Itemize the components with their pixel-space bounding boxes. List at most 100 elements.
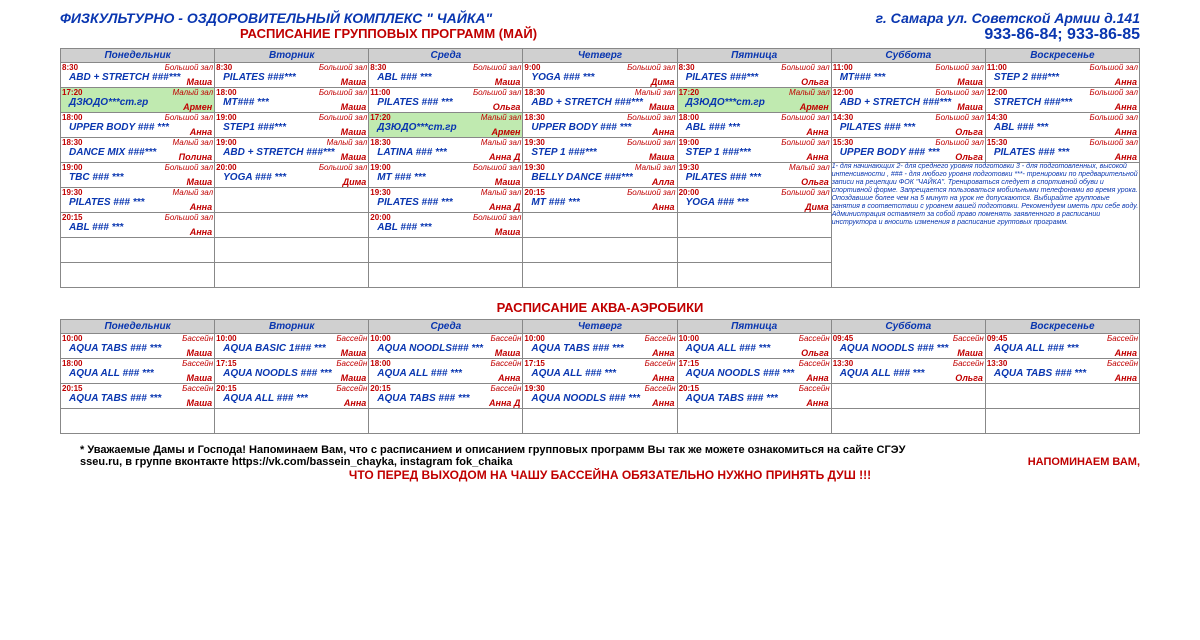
- cell-room: Бассейн: [182, 334, 213, 343]
- cell-room: Бассейн: [1107, 334, 1138, 343]
- cell-time: 10:00: [679, 334, 699, 343]
- cell-room: Бассейн: [799, 384, 830, 393]
- cell-room: Большой зал: [781, 63, 829, 72]
- schedule-cell: 20:00Большой залABL ### ***Маша: [369, 213, 522, 237]
- cell-room: Большой зал: [781, 113, 829, 122]
- table-cell: 19:30БассейнAQUA NOODLS ### ***Анна: [523, 384, 677, 409]
- cell-room: Большой зал: [781, 188, 829, 197]
- table-cell: 17:20Малый залДЗЮДО***ст.грАрмен: [369, 113, 523, 138]
- schedule-cell: [678, 238, 831, 262]
- cell-time: 09:45: [987, 334, 1007, 343]
- cell-trainer: Маша: [341, 373, 367, 383]
- cell-trainer: Маша: [495, 227, 521, 237]
- cell-room: Бассейн: [953, 359, 984, 368]
- table-cell: [677, 409, 831, 434]
- schedule-cell: 11:00Большой залMT### ***Маша: [832, 63, 985, 87]
- cell-room: Малый зал: [172, 88, 213, 97]
- table-cell: 8:30Большой залABD + STRETCH ###***Маша: [61, 63, 215, 88]
- cell-room: Малый зал: [789, 88, 830, 97]
- cell-time: 18:30: [62, 138, 82, 147]
- table-cell: [61, 238, 215, 263]
- cell-trainer: Анна: [1115, 127, 1137, 137]
- table-cell: 18:30Малый залABD + STRETCH ###***Маша: [523, 88, 677, 113]
- cell-time: 19:30: [524, 384, 544, 393]
- table-cell: 19:30Малый залBELLY DANCE ###***Алла: [523, 163, 677, 188]
- table-cell: 17:20Малый залДЗЮДО***ст.грАрмен: [61, 88, 215, 113]
- cell-time: 18:00: [62, 113, 82, 122]
- table-cell: [677, 238, 831, 263]
- cell-trainer: Анна: [190, 127, 212, 137]
- cell-room: Бассейн: [645, 334, 676, 343]
- cell-trainer: Ольга: [955, 373, 983, 383]
- cell-time: 13:30: [987, 359, 1007, 368]
- table-cell: 20:15БассейнAQUA TABS ### ***Анна: [677, 384, 831, 409]
- cell-time: 11:00: [833, 63, 853, 72]
- cell-time: 18:00: [62, 359, 82, 368]
- cell-trainer: Ольга: [801, 177, 829, 187]
- schedule-cell: [61, 263, 214, 287]
- cell-time: 9:00: [524, 63, 540, 72]
- cell-trainer: Анна: [652, 202, 674, 212]
- table-cell: 11:00Большой залMT### ***Маша: [831, 63, 985, 88]
- schedule-cell: 17:20Малый залДЗЮДО***ст.грАрмен: [678, 88, 831, 112]
- cell-time: 12:00: [833, 88, 853, 97]
- schedule-cell: 19:30БассейнAQUA NOODLS ### ***Анна: [523, 384, 676, 408]
- cell-trainer: Анна: [806, 373, 828, 383]
- table-cell: 19:00Большой залSTEP1 ###***Маша: [215, 113, 369, 138]
- cell-trainer: Ольга: [955, 152, 983, 162]
- table-cell: 11:00Большой залSTEP 2 ###***Анна: [985, 63, 1139, 88]
- table-cell: 10:00БассейнAQUA ALL ### ***Ольга: [677, 334, 831, 359]
- schedule-cell: [215, 188, 368, 212]
- cell-time: 20:15: [524, 188, 544, 197]
- schedule-cell: 18:00Большой залABL ### ***Анна: [678, 113, 831, 137]
- cell-time: 20:15: [370, 384, 390, 393]
- cell-room: Большой зал: [473, 63, 521, 72]
- table-cell: [369, 238, 523, 263]
- cell-trainer: Анна Д: [489, 202, 520, 212]
- cell-trainer: Маша: [957, 102, 983, 112]
- schedule-cell: 18:00БассейнAQUA ALL ### ***Маша: [61, 359, 214, 383]
- cell-trainer: Маша: [957, 77, 983, 87]
- schedule-cell: [523, 213, 676, 237]
- cell-trainer: Ольга: [801, 348, 829, 358]
- schedule-cell: 20:15Большой залABL ### ***Анна: [61, 213, 214, 237]
- cell-room: Малый зал: [789, 163, 830, 172]
- table-cell: 15:30Большой залPILATES ### ***Анна: [985, 138, 1139, 163]
- cell-room: Бассейн: [182, 359, 213, 368]
- cell-trainer: Алла: [652, 177, 675, 187]
- table-cell: 20:15Большой залMT ### ***Анна: [523, 188, 677, 213]
- cell-time: 20:15: [679, 384, 699, 393]
- schedule-cell: [369, 263, 522, 287]
- schedule-cell: 14:30Большой залPILATES ### ***Ольга: [832, 113, 985, 137]
- schedule-cell: [678, 409, 831, 433]
- cell-time: 17:20: [370, 113, 390, 122]
- cell-trainer: Анна Д: [489, 398, 520, 408]
- cell-room: Бассейн: [490, 384, 521, 393]
- schedule-cell: 14:30Большой залABL ### ***Анна: [986, 113, 1139, 137]
- day-header: Суббота: [831, 320, 985, 334]
- table-cell: 8:30Большой залABL ### ***Маша: [369, 63, 523, 88]
- cell-room: Большой зал: [627, 113, 675, 122]
- table-cell: 17:15БассейнAQUA NOODLS ### ***Анна: [677, 359, 831, 384]
- schedule-cell: 18:00БассейнAQUA ALL ### ***Анна: [369, 359, 522, 383]
- cell-time: 19:00: [679, 138, 699, 147]
- cell-time: 19:30: [370, 188, 390, 197]
- table-cell: 18:00Большой залABL ### ***Анна: [677, 113, 831, 138]
- schedule-cell: 15:30Большой залPILATES ### ***Анна: [986, 138, 1139, 162]
- schedule-subtitle: РАСПИСАНИЕ ГРУППОВЫХ ПРОГРАММ (МАЙ): [240, 26, 537, 44]
- day-header: Понедельник: [61, 49, 215, 63]
- table-cell: [369, 409, 523, 434]
- table-cell: 09:45БассейнAQUA NOODLS ### ***Маша: [831, 334, 985, 359]
- table-cell: [215, 188, 369, 213]
- schedule-cell: [986, 409, 1139, 433]
- cell-room: Малый зал: [327, 138, 368, 147]
- cell-trainer: Анна: [1115, 373, 1137, 383]
- schedule-cell: 13:30БассейнAQUA TABS ### ***Анна: [986, 359, 1139, 383]
- schedule-cell: 19:30Малый залPILATES ### ***Анна Д: [369, 188, 522, 212]
- cell-trainer: Маша: [187, 77, 213, 87]
- schedule-cell: 18:30Большой залUPPER BODY ### ***Анна: [523, 113, 676, 137]
- schedule-cell: 12:00Большой залSTRETCH ###***Анна: [986, 88, 1139, 112]
- table-cell: 20:15БассейнAQUA ALL ### ***Анна: [215, 384, 369, 409]
- schedule-cell: [215, 409, 368, 433]
- table-cell: [523, 263, 677, 288]
